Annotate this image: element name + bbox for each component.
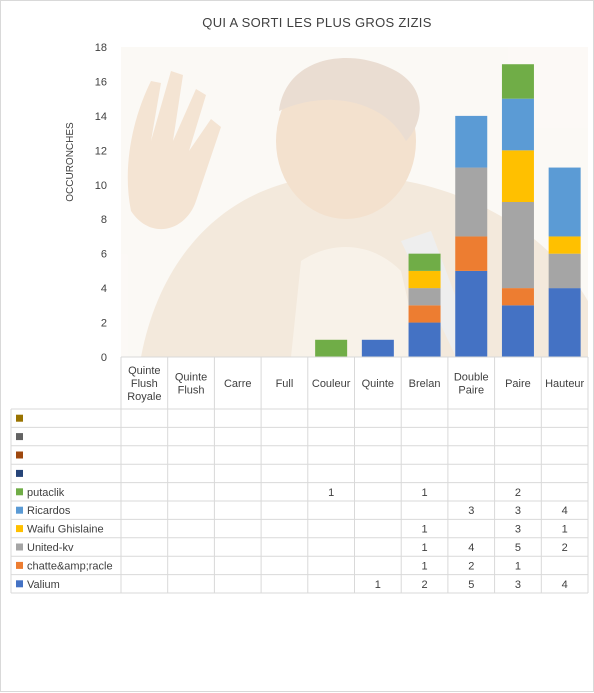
category-label: Paire xyxy=(505,378,531,390)
bar-segment xyxy=(408,253,441,271)
table-cell-value: 5 xyxy=(468,579,474,591)
table-cell-value: 4 xyxy=(468,542,474,554)
category-label: Couleur xyxy=(312,378,351,390)
legend-swatch xyxy=(16,580,23,588)
table-cell-value: 3 xyxy=(515,505,521,517)
legend-swatch xyxy=(16,561,23,569)
legend-swatch xyxy=(16,414,23,422)
bar-segment xyxy=(501,64,534,99)
category-label: Carre xyxy=(224,378,252,390)
legend-label: United-kv xyxy=(27,542,74,554)
legend-swatch xyxy=(16,433,23,441)
table-cell-value: 2 xyxy=(468,560,474,572)
y-axis-label: OCCURONCHES xyxy=(65,122,76,202)
data-table: Quinte Flush Royale Quinte Flush Carre Full Cou… xyxy=(10,356,589,594)
y-tick-label: 14 xyxy=(95,111,107,123)
category-label: Double Paire xyxy=(454,372,489,397)
y-tick-label: 6 xyxy=(101,249,107,261)
bar-segment xyxy=(501,305,534,357)
y-tick-label: 12 xyxy=(95,145,107,157)
table-cell-value: 1 xyxy=(375,579,381,591)
y-tick-label: 18 xyxy=(95,42,107,54)
table-cell-value: 2 xyxy=(421,579,427,591)
bar-segment xyxy=(501,98,534,151)
category-label: Quinte Flush Royale xyxy=(127,365,161,403)
bar-segment xyxy=(548,236,581,254)
legend-label: Ricardos xyxy=(27,505,71,517)
y-tick-label: 2 xyxy=(101,318,107,330)
bar-segment xyxy=(455,115,488,168)
category-label: Quinte Flush xyxy=(175,372,207,397)
bar-segment xyxy=(408,270,441,289)
table-cell-value: 4 xyxy=(562,579,568,591)
legend-swatch xyxy=(16,469,23,477)
bar-segment xyxy=(315,339,348,357)
bar-segment xyxy=(501,150,534,202)
chart-title: QUI A SORTI LES PLUS GROS ZIZIS xyxy=(202,15,431,30)
y-tick-label: 16 xyxy=(95,76,107,88)
legend-label: Waifu Ghislaine xyxy=(27,524,104,536)
table-cell-value: 4 xyxy=(562,505,568,517)
table-cell-value: 3 xyxy=(515,579,521,591)
legend-label: putaclik xyxy=(27,487,65,499)
bar-segment xyxy=(455,236,488,271)
legend-swatch xyxy=(16,488,23,496)
table-cell-value: 1 xyxy=(328,487,334,499)
legend-label: Valium xyxy=(27,579,60,591)
table-cell-value: 2 xyxy=(515,487,521,499)
legend-swatch xyxy=(16,525,23,533)
bar-segment xyxy=(361,339,394,357)
table-cell-value: 1 xyxy=(421,560,427,572)
category-label: Brelan xyxy=(409,378,441,390)
bar-segment xyxy=(501,202,534,289)
table-cell-value: 1 xyxy=(421,542,427,554)
bar-segment xyxy=(501,288,534,306)
bars xyxy=(315,64,581,357)
bar-segment xyxy=(548,288,581,357)
table-cell-value: 1 xyxy=(562,524,568,536)
y-axis-ticks: 0 2 4 6 8 10 12 14 16 18 xyxy=(95,42,107,364)
legend-swatch xyxy=(16,506,23,514)
bar-segment xyxy=(455,167,488,237)
bar-segment xyxy=(408,288,441,306)
table-cell-value: 3 xyxy=(468,505,474,517)
table-cell-value: 5 xyxy=(515,542,521,554)
bar-segment xyxy=(408,322,441,357)
legend-swatch xyxy=(16,543,23,551)
y-tick-label: 4 xyxy=(101,283,107,295)
legend-swatch xyxy=(16,451,23,459)
y-tick-label: 10 xyxy=(95,180,107,192)
category-label: Quinte xyxy=(362,378,394,390)
table-cell-value: 1 xyxy=(515,560,521,572)
table-cell-value: 1 xyxy=(421,487,427,499)
table-cell-value: 2 xyxy=(562,542,568,554)
y-tick-label: 0 xyxy=(101,352,107,364)
bar-segment xyxy=(548,253,581,289)
table-cell-value: 1 xyxy=(421,524,427,536)
bar-segment xyxy=(548,167,581,237)
legend-label: chatte&amp;racle xyxy=(27,560,113,572)
category-label: Hauteur xyxy=(545,378,584,390)
category-label: Full xyxy=(276,378,294,390)
bar-segment xyxy=(455,270,488,357)
y-tick-label: 8 xyxy=(101,214,107,226)
table-cell-value: 3 xyxy=(515,524,521,536)
bar-segment xyxy=(408,305,441,323)
